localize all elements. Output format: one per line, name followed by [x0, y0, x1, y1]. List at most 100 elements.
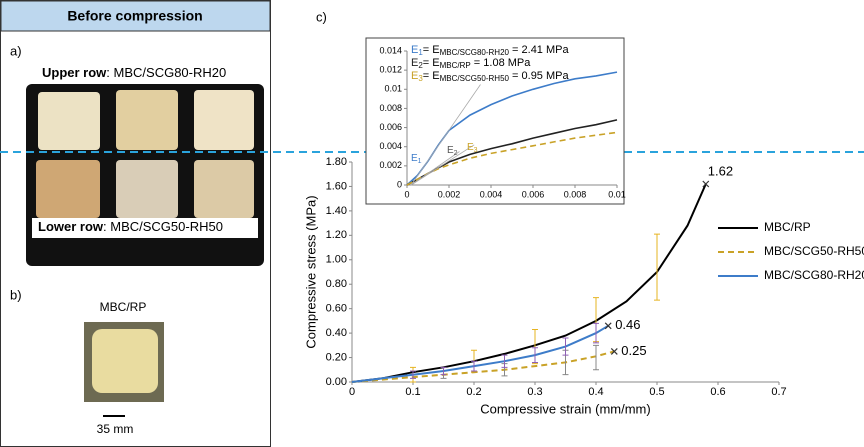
tangent-line	[410, 144, 475, 186]
tangent-label: E1	[411, 153, 422, 165]
label-bg	[32, 218, 258, 238]
label-bold: Upper row	[42, 65, 107, 80]
sample	[116, 90, 178, 150]
sample	[116, 160, 178, 218]
subscript: 2	[454, 150, 458, 157]
modulus-note: E1= EMBC/SCG80-RH20 = 2.41 MPa	[411, 44, 569, 57]
lower-row-label: Lower row: MBC/SCG50-RH50	[38, 219, 223, 234]
y-tick-label: 0.60	[326, 303, 347, 315]
sample	[194, 90, 254, 150]
series-line	[351, 183, 707, 383]
error-bar	[440, 366, 447, 376]
modulus-note: E2= EMBC/RP = 1.08 MPa	[411, 57, 531, 70]
y-tick-label: 0.002	[379, 160, 402, 170]
end-label: 1.62	[708, 163, 733, 178]
samples-lower	[36, 160, 254, 218]
text-part: E	[411, 153, 418, 164]
tangent-line	[410, 151, 460, 186]
x-axis-title: Compressive strain (mm/mm)	[480, 401, 650, 416]
tangent-label: E3	[467, 142, 478, 154]
end-label: 0.25	[621, 343, 646, 358]
label-text: : MBC/SCG50-RH50	[103, 219, 223, 234]
x-tick-label: 0.01	[608, 189, 626, 199]
y-tick-label: 0.008	[379, 103, 402, 113]
y-tick-label: 1.40	[326, 205, 347, 217]
text-part: = E	[423, 57, 440, 69]
y-tick-label: 1.00	[326, 254, 347, 266]
sample	[36, 160, 100, 218]
text-part: E	[411, 44, 418, 56]
y-tick-label: 0.014	[379, 45, 402, 55]
subscript: 3	[474, 147, 478, 154]
error-bar	[532, 347, 538, 363]
error-bar	[471, 360, 477, 372]
x-tick-label: 0.2	[466, 386, 481, 398]
y-tick-label: 0.80	[326, 278, 347, 290]
panel-label: b)	[10, 287, 22, 302]
y-tick-label: 0.012	[379, 65, 402, 75]
y-tick-label: 1.80	[326, 156, 347, 168]
error-bar	[501, 354, 508, 368]
x-tick-label: 0.008	[564, 189, 587, 199]
label-text: : MBC/SCG80-RH20	[106, 65, 226, 80]
error-bar	[410, 370, 416, 379]
y-tick-label: 0.40	[326, 327, 347, 339]
y-tick-label: 0.01	[384, 84, 402, 94]
subscript: 3	[418, 74, 423, 83]
y-tick-label: 1.20	[326, 229, 347, 241]
sample-label: MBC/RP	[100, 300, 147, 314]
x-tick-label: 0.002	[438, 189, 461, 199]
x-tick-label: 0.004	[480, 189, 503, 199]
label-bold: Lower row	[38, 219, 104, 234]
legend-label: MBC/SCG80-RH20	[764, 268, 864, 282]
header-bar	[0, 0, 271, 32]
error-bar	[593, 344, 599, 371]
legend-label: MBC/RP	[764, 220, 811, 234]
header: Before compression	[67, 8, 202, 24]
y-tick-label: 0.20	[326, 351, 347, 363]
x-tick-label: 0.1	[405, 386, 420, 398]
text-part: E	[411, 57, 418, 69]
sample-surface	[92, 329, 158, 393]
y-tick-label: 1.60	[326, 180, 347, 192]
x-tick-label: 0.6	[710, 386, 725, 398]
x-tick-label: 0.006	[522, 189, 545, 199]
x-tick-label: 0.5	[649, 386, 664, 398]
upper-row-label: Upper row: MBC/SCG80-RH20	[42, 65, 226, 80]
legend-label: MBC/SCG50-RH50	[764, 244, 864, 258]
error-bar	[593, 322, 599, 344]
end-marker	[702, 180, 710, 188]
subscript: MBC/SCG50-RH50	[440, 74, 510, 83]
text-part: E	[447, 145, 454, 156]
tangent-label: E2	[447, 145, 458, 157]
x-tick-label: 0	[349, 386, 355, 398]
x-tick-label: 0.3	[527, 386, 542, 398]
error-bar	[654, 233, 660, 301]
x-tick-label: 0	[404, 189, 409, 199]
sample	[38, 92, 100, 150]
subscript: 1	[418, 158, 422, 165]
subscript: 1	[418, 48, 423, 57]
subscript: 2	[418, 61, 423, 70]
samples-upper	[38, 90, 254, 150]
end-label: 0.46	[615, 317, 640, 332]
panel-label: c)	[316, 9, 327, 24]
sample	[194, 160, 254, 218]
y-tick-label: 0	[397, 179, 402, 189]
x-tick-label: 0.4	[588, 386, 603, 398]
subscript: MBC/SCG80-RH20	[440, 48, 510, 57]
panel-label: a)	[10, 43, 22, 58]
inset-frame	[365, 37, 625, 205]
y-tick-label: 0.006	[379, 122, 402, 132]
tangent-line	[410, 84, 481, 186]
scale-bar-label: 35 mm	[97, 422, 134, 436]
x-tick-label: 0.7	[771, 386, 786, 398]
text-part: = 1.08 MPa	[471, 57, 532, 69]
y-axis-title: Compressive stress (MPa)	[303, 195, 318, 348]
text-part: E	[411, 70, 418, 82]
modulus-note: E3= EMBC/SCG50-RH50 = 0.95 MPa	[411, 70, 569, 83]
y-tick-label: 0.004	[379, 141, 402, 151]
